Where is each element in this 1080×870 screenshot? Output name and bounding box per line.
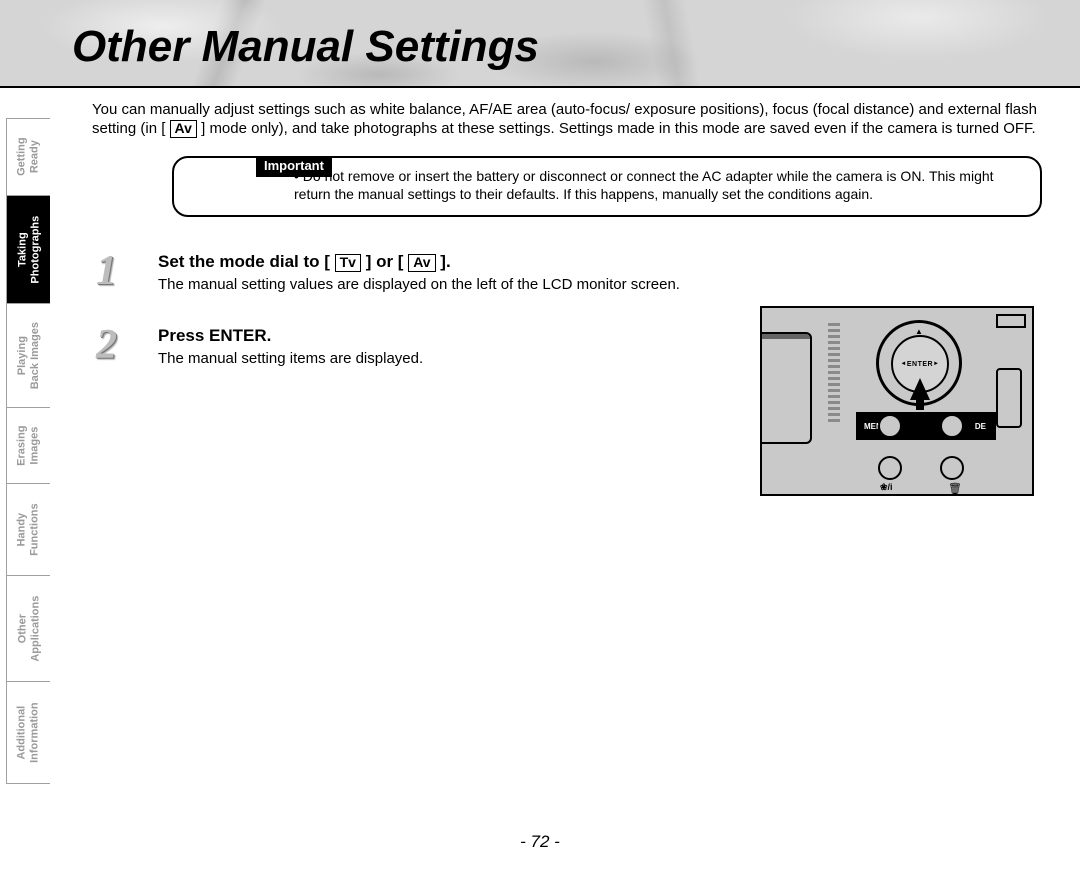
- important-item: Do not remove or insert the battery or d…: [294, 168, 1020, 203]
- intro-paragraph: You can manually adjust settings such as…: [92, 100, 1052, 138]
- side-slot: [996, 368, 1022, 428]
- tab-label-line: Taking: [16, 232, 28, 267]
- grip-ridge: [828, 322, 840, 422]
- small-button: [878, 456, 902, 480]
- page-title: Other Manual Settings: [72, 22, 539, 72]
- mode-box-tv: Tv: [335, 254, 361, 271]
- tab-label-line: Playing: [16, 336, 28, 375]
- corner-detail: [996, 314, 1026, 328]
- tab-label-line: Handy: [16, 513, 28, 547]
- step-number-icon: 2: [96, 319, 117, 373]
- camera-illustration: ▲ ENTER ▼ MENU DE ❀/i 🗑: [760, 306, 1034, 496]
- tab-additional-information[interactable]: AdditionalInformation: [6, 682, 50, 784]
- important-label: Important: [256, 156, 332, 176]
- trash-icon: 🗑: [948, 482, 962, 495]
- tab-erasing-images[interactable]: ErasingImages: [6, 408, 50, 484]
- tab-label-line: Back Images: [29, 322, 41, 389]
- step-number-icon: 1: [96, 245, 117, 299]
- tab-label-line: Images: [28, 427, 40, 465]
- manual-page: Other Manual Settings GettingReady Takin…: [0, 0, 1080, 870]
- macro-info-icon: ❀/i: [880, 482, 893, 493]
- tab-label-line: Photographs: [29, 216, 41, 284]
- side-tabs: GettingReady TakingPhotographs PlayingBa…: [6, 118, 50, 784]
- tab-other-applications[interactable]: OtherApplications: [6, 576, 50, 682]
- pointer-arrow-stem: [916, 398, 924, 410]
- tab-taking-photographs[interactable]: TakingPhotographs: [6, 196, 50, 304]
- lcd-screen-shape: [760, 332, 812, 444]
- tab-label-line: Information: [29, 702, 41, 763]
- intro-text: ] mode only), and take photographs at th…: [197, 120, 1036, 137]
- mode-label: DE: [975, 422, 986, 431]
- page-number: - 72 -: [0, 832, 1080, 852]
- step-head-text: ].: [436, 252, 451, 271]
- tab-label-line: Ready: [29, 140, 41, 173]
- step-1: 1 Set the mode dial to [ Tv ] or [ Av ].…: [92, 251, 1052, 301]
- important-box: Important Do not remove or insert the ba…: [172, 156, 1042, 217]
- step-heading: Set the mode dial to [ Tv ] or [ Av ].: [158, 251, 1052, 273]
- step-head-text: ] or [: [361, 252, 408, 271]
- button-bar: MENU DE: [856, 412, 996, 440]
- tab-playing-back-images[interactable]: PlayingBack Images: [6, 304, 50, 408]
- mode-box-av: Av: [408, 254, 435, 271]
- tab-getting-ready[interactable]: GettingReady: [6, 118, 50, 196]
- tab-label-line: Applications: [29, 595, 41, 661]
- tab-label-line: Additional: [16, 706, 28, 760]
- step-head-text: Set the mode dial to [: [158, 252, 335, 271]
- small-button: [878, 414, 902, 438]
- mode-box-av: Av: [170, 120, 197, 137]
- tab-handy-functions[interactable]: HandyFunctions: [6, 484, 50, 576]
- pointer-arrow-icon: [910, 378, 930, 400]
- small-button: [940, 456, 964, 480]
- tab-label-line: Getting: [16, 138, 28, 177]
- step-body: The manual setting values are displayed …: [158, 275, 1052, 294]
- tab-label-line: Other: [16, 614, 28, 643]
- tab-label-line: Functions: [29, 503, 41, 556]
- tab-label-line: Erasing: [16, 425, 28, 465]
- small-button: [940, 414, 964, 438]
